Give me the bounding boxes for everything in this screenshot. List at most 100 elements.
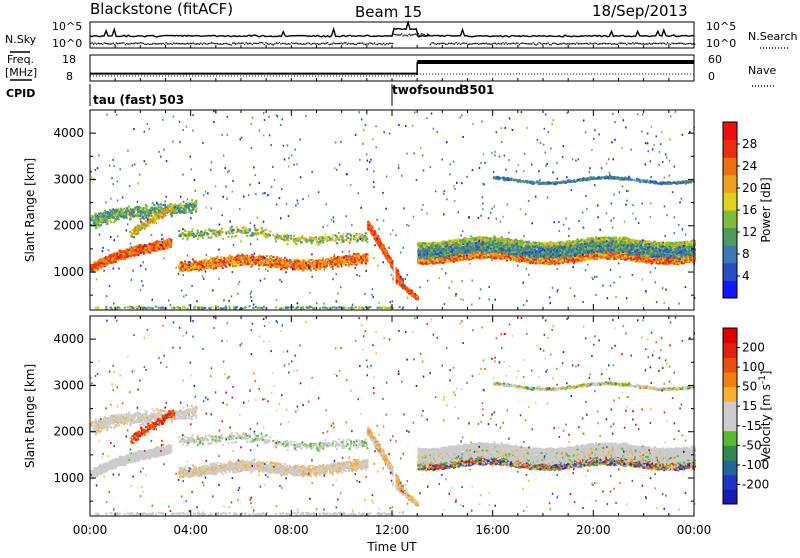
- noise-search-dot: [422, 33, 423, 34]
- data-cell: [102, 258, 104, 260]
- noise-search-dot: [253, 42, 254, 43]
- date-title: 18/Sep/2013: [592, 2, 688, 20]
- data-cell: [229, 258, 231, 260]
- data-cell: [171, 215, 173, 217]
- noise-search-dot: [502, 42, 503, 43]
- data-cell: [202, 237, 204, 239]
- noise-search-dot: [383, 43, 384, 44]
- noise-search-dot: [128, 43, 129, 44]
- data-cell: [140, 228, 142, 230]
- noise-search-dot: [579, 43, 580, 44]
- data-cell: [102, 219, 104, 221]
- noise-search-dot: [403, 35, 404, 36]
- noise-search-dot: [147, 43, 148, 44]
- noise-search-dot: [670, 44, 671, 45]
- cpid-mode-1-id: 503: [159, 93, 184, 107]
- data-cell: [195, 205, 197, 207]
- noise-search-dot: [543, 43, 544, 44]
- data-cell: [192, 228, 194, 230]
- noise-search-dot: [353, 43, 354, 44]
- data-cell: [322, 241, 324, 243]
- noise-search-dot: [320, 43, 321, 44]
- noise-search-dot: [152, 43, 153, 44]
- data-cell: [188, 207, 190, 209]
- data-cell: [130, 210, 132, 212]
- noise-search-dot: [517, 43, 518, 44]
- noise-search-dot: [602, 43, 603, 44]
- noise-search-dot: [508, 43, 509, 44]
- noise-panel: N.Sky 10^5 10^0 10^5 10^0 N.Search: [5, 20, 798, 52]
- data-cell: [359, 233, 361, 235]
- noise-search-dot: [638, 43, 639, 44]
- noise-search-dot: [558, 44, 559, 45]
- data-cell: [281, 257, 283, 259]
- noise-search-dot: [247, 43, 248, 44]
- data-cell: [163, 209, 165, 211]
- data-cell: [274, 238, 276, 240]
- data-cell: [332, 239, 334, 241]
- noise-search-dot: [540, 43, 541, 44]
- data-cell: [192, 258, 194, 260]
- noise-search-dot: [551, 44, 552, 45]
- noise-search-dot: [563, 43, 564, 44]
- noise-search-dot: [369, 42, 370, 43]
- noise-search-dot: [483, 43, 484, 44]
- noise-search-dot: [191, 43, 192, 44]
- noise-search-dot: [193, 42, 194, 43]
- noise-search-dot: [622, 43, 623, 44]
- noise-search-dot: [513, 43, 514, 44]
- data-cell: [118, 212, 120, 214]
- data-cell: [266, 261, 268, 263]
- noise-search-dot: [309, 43, 310, 44]
- noise-search-dot: [425, 35, 426, 36]
- data-cell: [201, 235, 203, 237]
- noise-search-dot: [292, 43, 293, 44]
- data-cell: [338, 261, 340, 263]
- data-cell: [186, 268, 188, 270]
- noise-search-dot: [671, 42, 672, 43]
- noise-search-dot: [475, 43, 476, 44]
- data-cell: [133, 214, 135, 216]
- noise-search-dot: [140, 42, 141, 43]
- data-cell: [172, 208, 174, 210]
- noise-search-dot: [390, 43, 391, 44]
- data-cell: [152, 202, 154, 204]
- data-cell: [285, 264, 287, 266]
- data-cell: [242, 260, 244, 262]
- data-cell: [326, 264, 328, 266]
- data-cell: [161, 216, 163, 218]
- data-cell: [357, 258, 359, 260]
- noise-search-dot: [92, 42, 93, 43]
- data-cell: [340, 235, 342, 237]
- noise-search-dot: [631, 43, 632, 44]
- noise-search-dot: [667, 42, 668, 43]
- data-cell: [287, 239, 289, 241]
- noise-search-dot: [588, 43, 589, 44]
- noise-search-dot: [549, 44, 550, 45]
- noise-search-dot: [674, 43, 675, 44]
- noise-search-dot: [338, 43, 339, 44]
- noise-search-dot: [217, 43, 218, 44]
- noise-search-dot: [333, 42, 334, 43]
- noise-search-dot: [451, 43, 452, 44]
- noise-search-dot: [377, 44, 378, 45]
- data-cell: [114, 211, 116, 213]
- noise-search-dot: [484, 43, 485, 44]
- noise-search-dot: [490, 44, 491, 45]
- data-cell: [328, 261, 330, 263]
- noise-search-dot: [276, 42, 277, 43]
- noise-search-dot: [516, 42, 517, 43]
- noise-search-dot: [345, 42, 346, 43]
- noise-search-dot: [111, 43, 112, 44]
- data-cell: [342, 235, 344, 237]
- data-cell: [346, 261, 348, 263]
- data-cell: [150, 248, 152, 250]
- noise-search-dot: [202, 44, 203, 45]
- data-cell: [266, 255, 268, 257]
- data-cell: [188, 211, 190, 213]
- data-cell: [213, 265, 215, 267]
- noise-search-dot: [673, 43, 674, 44]
- noise-search-dot: [167, 43, 168, 44]
- noise-search-dot: [258, 43, 259, 44]
- data-cell: [320, 261, 322, 263]
